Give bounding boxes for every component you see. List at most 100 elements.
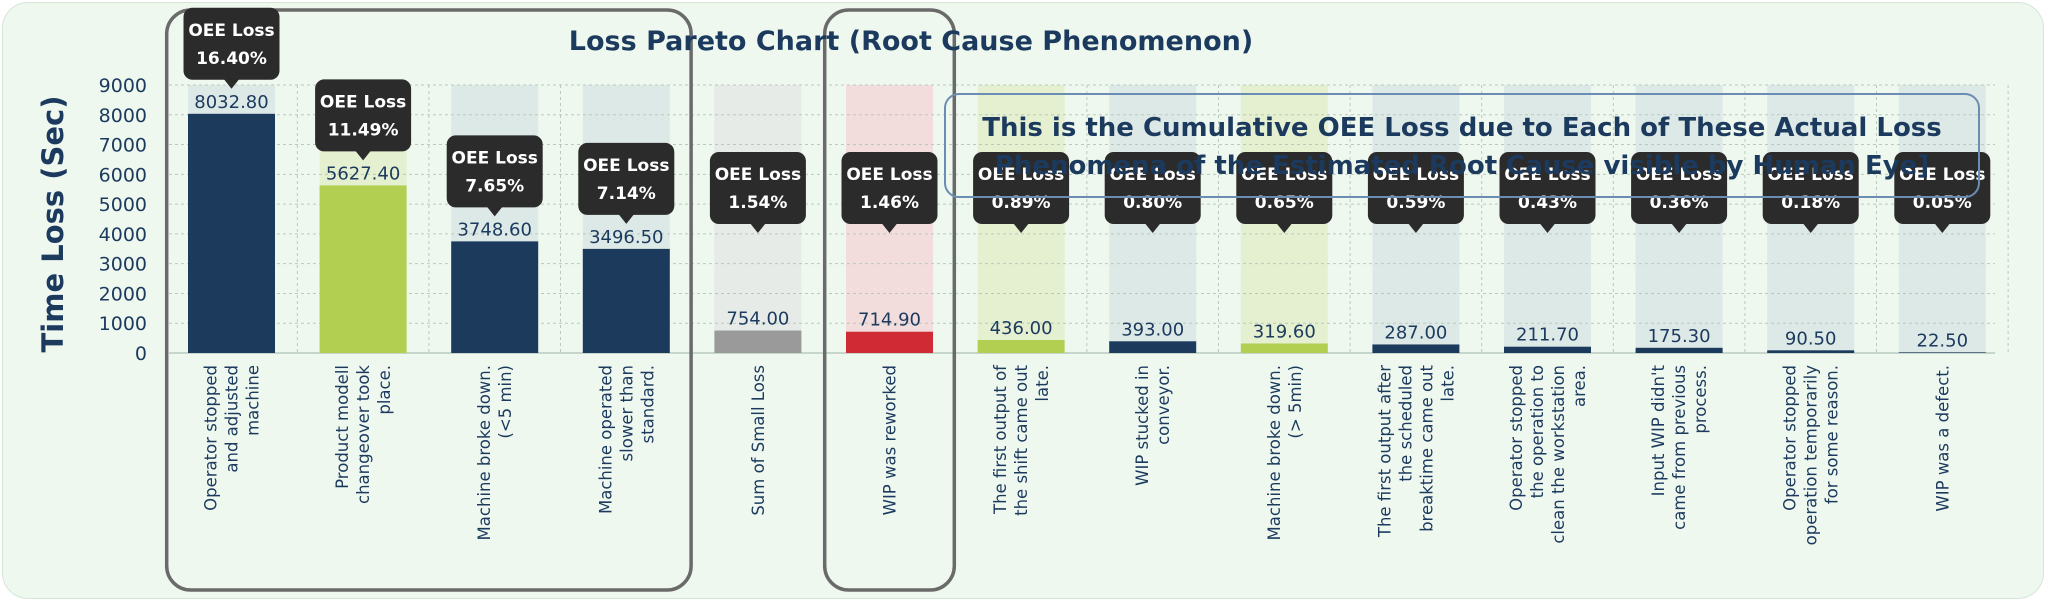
value-label: 8032.80 [194,92,268,113]
callout-title: OEE Loss [715,165,801,185]
y-tick-label: 5000 [99,194,147,216]
oee-loss-callout: OEE Loss 1.54% [709,152,806,233]
callout-box [446,135,543,208]
category-label: Machine broke down. [1265,365,1284,540]
bar [1109,341,1197,353]
callout-percent: 16.40% [196,49,267,69]
callout-title: OEE Loss [452,148,538,168]
category-label: came from previous [1670,365,1689,530]
callout-box [1631,152,1728,224]
category-label: The first output after [1375,365,1394,538]
callout-percent: 1.54% [728,193,787,213]
highlight-frames [164,8,957,592]
bar [1372,344,1460,353]
category-label: machine [244,365,263,436]
highlight-frame [164,8,693,592]
y-axis-ticks: 0 1000 2000 3000 4000 5000 6000 7000 8000 9000 [99,75,147,365]
callout-pointer [1144,223,1161,233]
pareto-chart: 0 1000 2000 3000 4000 5000 6000 7000 8000 9000 80… [36,7,2009,592]
callout-title: OEE Loss [1636,165,1722,185]
callout-title: OEE Loss [1899,165,1985,185]
callout-title: OEE Loss [1373,165,1459,185]
category-label: the shift came out [1012,364,1031,515]
bar [714,330,802,353]
bar [1240,343,1328,353]
chart-title: Loss Pareto Chart (Root Cause Phenomenon… [569,26,1253,57]
category-label: standard. [638,365,657,443]
bar [188,113,275,354]
value-label: 287.00 [1384,322,1447,343]
bar [977,340,1065,353]
oee-loss-callout: OEE Loss 7.14% [578,142,675,224]
value-labels: 8032.80 5627.40 3748.60 3496.50 754.00 714.90… [194,92,1968,352]
category-label: place. [375,365,394,415]
annotation-text: This is the Cumulative OEE Loss due to E… [982,113,1942,143]
bar [846,331,933,353]
category-label: The first output of [991,364,1010,515]
value-label: 5627.40 [326,163,400,184]
category-label: conveyor. [1154,365,1173,445]
callout-box [841,152,938,224]
category-label: changeover took [354,365,373,504]
y-tick-label: 1000 [99,313,147,335]
callout-box [578,142,675,215]
callout-pointer [1539,223,1556,233]
category-label: (<5 min) [496,365,515,439]
callout-box [315,79,412,152]
category-label: the scheduled [1396,365,1415,482]
category-label: Input WIP didn't [1649,364,1668,496]
value-label: 754.00 [726,309,789,330]
category-label: area. [1570,365,1589,407]
callout-pointer [1934,223,1951,233]
callout-percent: 7.65% [465,176,524,196]
callout-pointer [881,223,898,233]
category-label: Operator stopped [202,365,221,511]
value-label: 714.90 [858,310,921,331]
category-label: process. [1691,365,1710,434]
bar [319,185,407,353]
oee-loss-callout: OEE Loss 11.49% [315,79,412,161]
category-label: Sum of Small Loss [749,365,768,516]
callout-title: OEE Loss [978,165,1064,185]
category-label: Machine operated [596,365,615,514]
callout-pointer [223,78,240,89]
bar [1635,347,1723,353]
y-axis-label: Time Loss (Sec) [36,96,70,353]
callout-percent: 11.49% [328,120,399,140]
category-label: clean the workstation [1549,365,1568,544]
callout-box [709,152,806,224]
category-label: WIP stucked in [1133,365,1152,486]
category-label: Operator stopped [1507,365,1526,511]
bar [451,241,539,353]
callout-pointer [355,150,372,161]
category-label: Machine broke down. [475,365,494,540]
value-label: 22.50 [1917,330,1969,351]
value-label: 3748.60 [457,219,531,240]
category-label: (> 5min) [1286,365,1305,439]
callout-title: OEE Loss [1504,165,1590,185]
category-label: WIP was reworked [881,365,900,515]
y-tick-label: 3000 [99,254,147,276]
callout-title: OEE Loss [188,21,274,41]
callout-pointer [749,223,766,233]
value-label: 90.50 [1785,328,1837,349]
category-label: the operation to [1528,365,1547,498]
annotation-text: Phenomena of the Estimated Root Cause vi… [995,151,1929,181]
value-label: 3496.50 [589,227,663,248]
y-tick-label: 9000 [99,75,147,97]
bars [188,113,1986,354]
value-label: 211.70 [1516,325,1579,346]
category-label: operation temporarily [1802,365,1821,546]
callout-box [1499,152,1596,224]
callout-title: OEE Loss [1110,165,1196,185]
value-label: 175.30 [1648,326,1711,347]
category-label: late. [1438,365,1457,402]
callout-box [183,7,280,80]
callout-title: OEE Loss [1241,165,1327,185]
bar [1504,346,1591,353]
category-label: late. [1033,365,1052,402]
category-labels: Operator stopped and adjusted machine Produ… [202,364,1953,546]
callout-percent: 7.14% [597,184,656,204]
